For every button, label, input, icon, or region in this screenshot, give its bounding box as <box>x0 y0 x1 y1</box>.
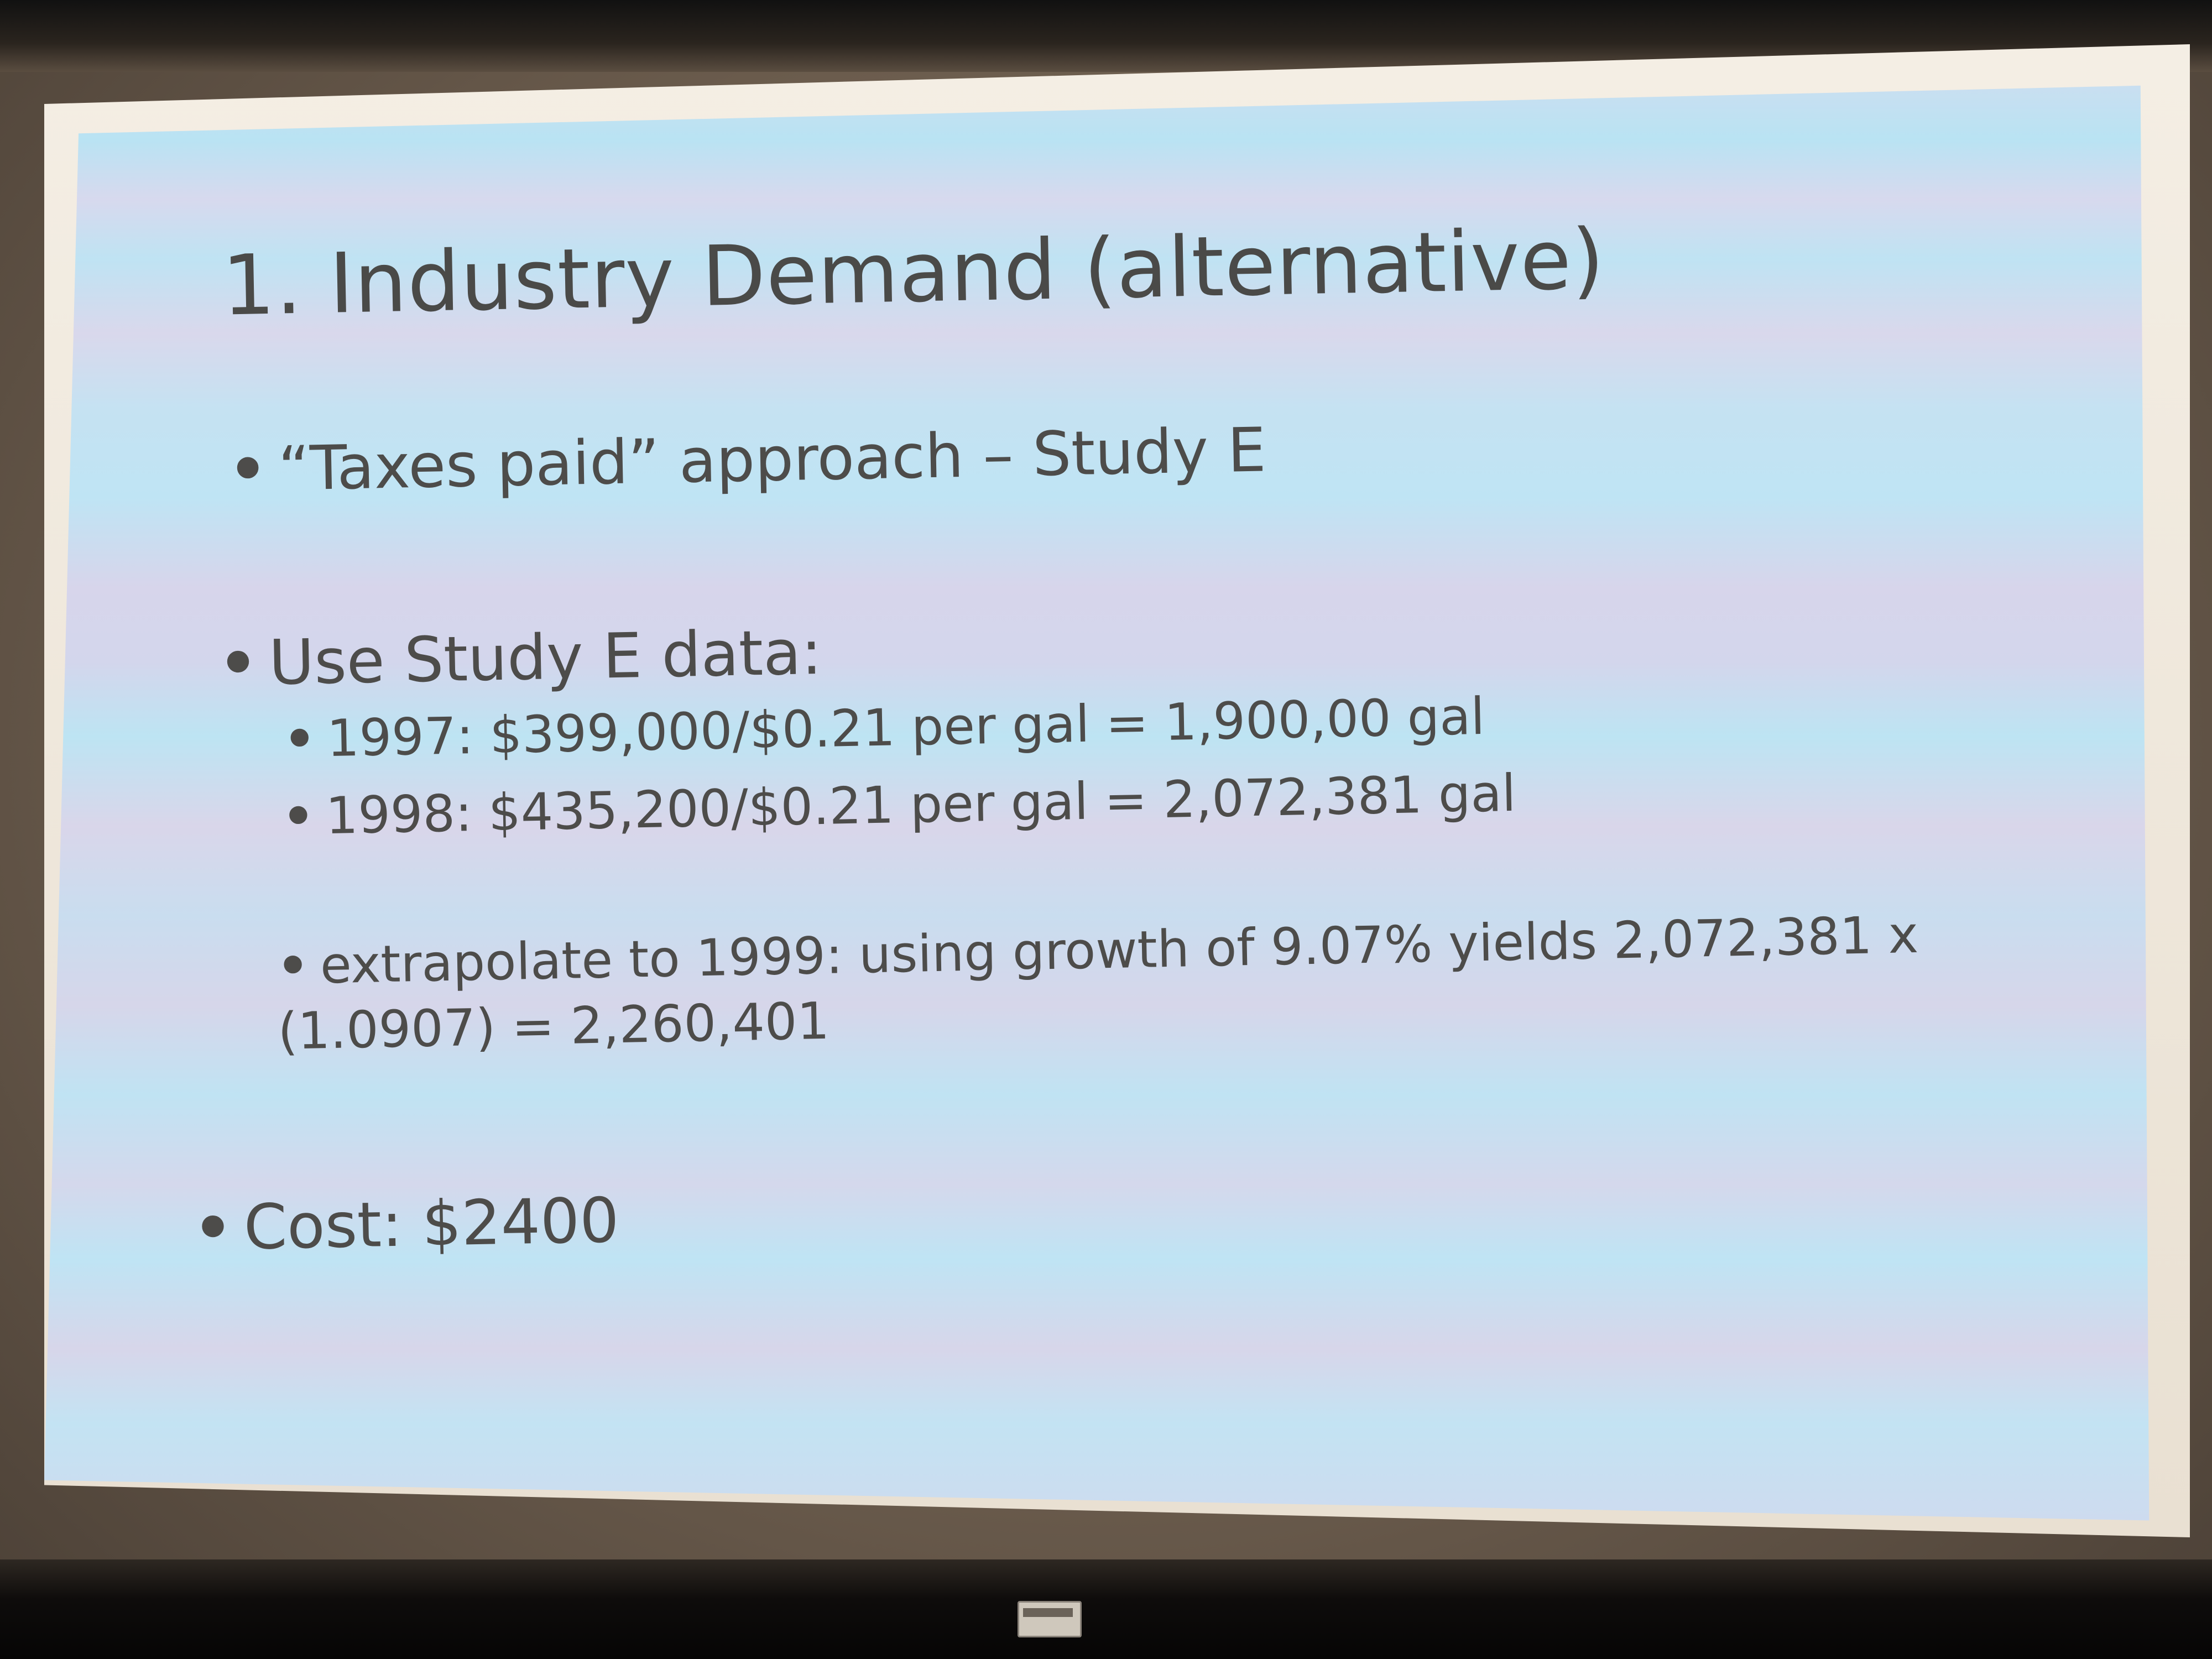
bullet-dot: • <box>283 709 317 769</box>
bullet-dot: • <box>276 936 310 996</box>
projected-slide <box>44 85 2150 1521</box>
bullet-text: 1997: $399,000/$0.21 per gal = 1,900,00 … <box>326 686 1486 769</box>
bullet-text: extrapolate to 1999: using growth of 9.0… <box>277 905 1919 1061</box>
bullet-dot: • <box>227 434 268 505</box>
sub-bullet-1998: • 1998: $435,200/$0.21 per gal = 2,072,38… <box>281 764 1516 847</box>
bullet-dot: • <box>217 627 259 700</box>
sub-bullet-1997: • 1997: $399,000/$0.21 per gal = 1,900,00… <box>283 687 1485 769</box>
bullet-taxes-paid: • “Taxes paid” approach – Study E <box>228 414 1267 505</box>
bullet-text: “Taxes paid” approach – Study E <box>278 414 1267 504</box>
bullet-text: Cost: $2400 <box>243 1185 620 1264</box>
bullet-dot: • <box>192 1192 234 1265</box>
bullet-dot: • <box>281 786 315 847</box>
projector-badge <box>1018 1601 1082 1637</box>
sub-bullet-extrapolate: • extrapolate to 1999: using growth of 9.… <box>276 899 2103 1065</box>
bottom-shelf <box>0 1559 2212 1659</box>
bullet-cost: • Cost: $2400 <box>192 1185 620 1265</box>
slide-title: 1. Industry Demand (alternative) <box>221 211 1606 335</box>
bullet-use-study-e: • Use Study E data: <box>217 617 822 700</box>
projector-badge-label <box>1023 1608 1073 1617</box>
bullet-text: Use Study E data: <box>268 616 823 700</box>
bullet-text: 1998: $435,200/$0.21 per gal = 2,072,381… <box>325 763 1517 846</box>
